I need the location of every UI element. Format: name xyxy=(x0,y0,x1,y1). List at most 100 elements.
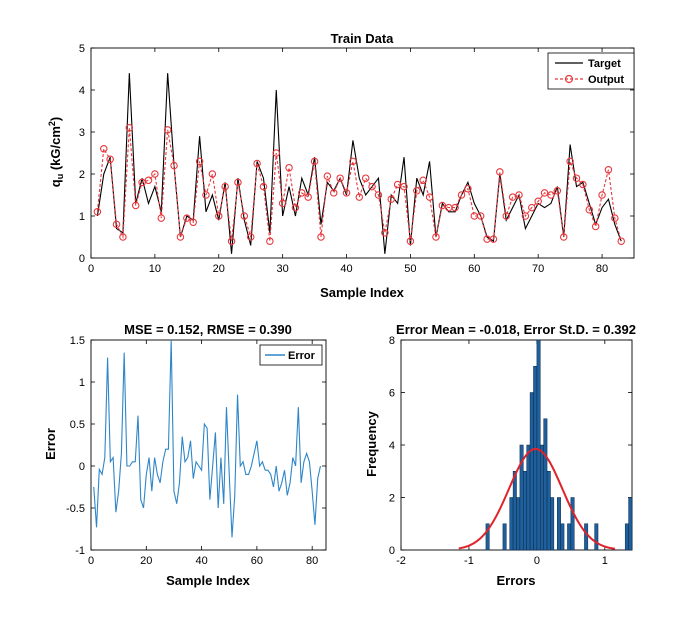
hist-ytick-label: 0 xyxy=(389,545,395,557)
output-point xyxy=(246,233,255,241)
output-point xyxy=(464,184,472,193)
output-point xyxy=(183,214,191,222)
output-point xyxy=(451,203,459,212)
train-ytick-label: 3 xyxy=(79,127,85,139)
train-axes-box xyxy=(90,47,635,259)
hist-xtick-label: -2 xyxy=(396,555,406,567)
histogram-title: Error Mean = -0.018, Error St.D. = 0.392 xyxy=(396,322,636,337)
train-data-panel: Train Data 0 10 20 30 40 50 60 70 80 0 1 2 3 4 5 Sampl… xyxy=(47,31,635,300)
histogram-bar xyxy=(540,444,544,551)
histogram-bar xyxy=(485,523,490,551)
output-point xyxy=(157,214,166,222)
output-point xyxy=(528,203,536,212)
output-point xyxy=(227,237,236,245)
output-point xyxy=(406,237,415,245)
legend-output-label: Output xyxy=(588,74,624,86)
legend-target-label: Target xyxy=(588,58,621,70)
histogram-bar xyxy=(628,497,633,551)
output-point xyxy=(151,170,159,178)
output-point xyxy=(336,174,344,182)
hist-ytick-label: 4 xyxy=(389,440,395,452)
output-point xyxy=(100,145,108,153)
output-point xyxy=(553,187,562,195)
histogram-bar xyxy=(526,444,531,551)
output-point xyxy=(317,233,325,241)
output-point xyxy=(521,212,530,220)
output-point xyxy=(259,182,268,191)
output-point xyxy=(598,191,606,199)
train-ytick-label: 0 xyxy=(79,253,85,265)
histogram-bar xyxy=(502,523,507,551)
output-point xyxy=(221,182,229,191)
legend-box xyxy=(547,52,635,90)
error-xtick-label: 20 xyxy=(140,555,152,567)
legend-error-label: Error xyxy=(288,350,316,362)
output-point xyxy=(266,237,274,245)
histogram-bar xyxy=(529,392,534,551)
output-point xyxy=(579,180,587,189)
train-data-legend: Target Output xyxy=(547,52,635,90)
output-point xyxy=(425,193,434,201)
train-data-plot: 0 10 20 30 40 50 60 70 80 0 1 2 3 4 5 xyxy=(79,43,635,275)
error-xtick-label: 0 xyxy=(88,555,94,567)
hist-xtick-label: 1 xyxy=(602,555,608,567)
output-point xyxy=(400,182,408,191)
output-point xyxy=(323,172,332,180)
output-point xyxy=(457,191,466,199)
train-ytick-label: 2 xyxy=(79,169,85,181)
output-point xyxy=(393,180,402,189)
histogram-bar xyxy=(512,471,517,551)
hist-xtick-label: -1 xyxy=(464,555,474,567)
histogram-bar xyxy=(624,523,629,551)
output-point xyxy=(432,233,440,241)
error-title: MSE = 0.152, RMSE = 0.390 xyxy=(124,322,292,337)
histogram-bar xyxy=(584,523,589,551)
output-point xyxy=(215,212,223,220)
histogram-ylabel: Frequency xyxy=(364,410,379,477)
output-point xyxy=(202,191,210,199)
output-point xyxy=(310,157,319,166)
output-point xyxy=(572,174,581,182)
output-point xyxy=(138,178,146,187)
train-ytick-label: 1 xyxy=(79,211,85,223)
legend-output-marker xyxy=(564,74,574,84)
output-point xyxy=(304,193,312,201)
output-point xyxy=(361,174,370,182)
train-xtick-label: 30 xyxy=(277,263,289,275)
train-data-ylabel: qu (kG/cm2) xyxy=(47,117,65,188)
output-point xyxy=(93,208,102,216)
train-xtick-label: 40 xyxy=(340,263,352,275)
train-xtick-label: 70 xyxy=(532,263,544,275)
output-point xyxy=(374,191,383,199)
output-point xyxy=(438,201,447,210)
error-xtick-label: 80 xyxy=(306,555,318,567)
output-point xyxy=(106,155,114,164)
histogram-bar xyxy=(567,523,572,551)
output-point xyxy=(508,193,517,201)
output-point xyxy=(381,229,389,237)
output-point xyxy=(272,149,281,157)
output-point xyxy=(413,187,421,195)
output-point xyxy=(285,163,293,172)
output-point xyxy=(604,166,613,174)
output-point xyxy=(342,189,351,197)
train-data-title: Train Data xyxy=(331,31,395,46)
output-point xyxy=(547,191,555,199)
train-xtick-label: 80 xyxy=(596,263,608,275)
error-ytick-label: 1 xyxy=(79,377,85,389)
output-point xyxy=(502,212,510,220)
output-point xyxy=(591,222,600,231)
output-point xyxy=(330,189,338,197)
histogram-bar xyxy=(594,523,599,551)
train-ytick-label: 5 xyxy=(79,43,85,55)
error-axes-box xyxy=(90,339,327,551)
output-point xyxy=(208,170,217,178)
hist-ytick-label: 6 xyxy=(389,388,395,400)
output-point xyxy=(489,235,498,243)
histogram-bar xyxy=(560,523,565,551)
output-point xyxy=(476,212,485,220)
output-point xyxy=(617,237,625,245)
histogram-bar xyxy=(533,366,538,551)
error-ytick-label: 1.5 xyxy=(70,335,85,347)
output-point xyxy=(585,205,594,214)
